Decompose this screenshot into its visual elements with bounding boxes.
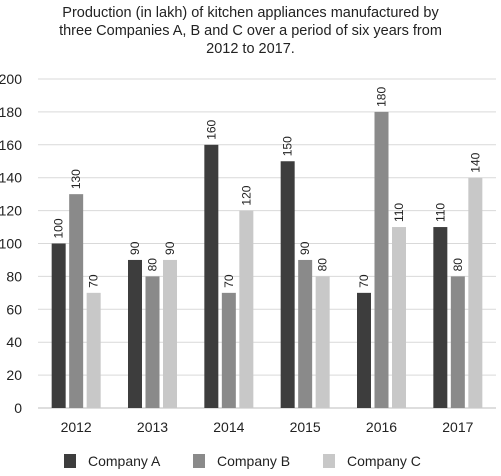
- y-tick-label-200: 200: [0, 71, 22, 87]
- bar-company-b-2017: [450, 276, 465, 408]
- data-label-company-b-2012: 130: [69, 169, 83, 189]
- legend-label-company-a: Company A: [88, 453, 161, 469]
- chart-title: Production (in lakh) of kitchen applianc…: [0, 4, 501, 58]
- data-label-company-a-2015: 150: [281, 136, 295, 156]
- data-label-company-c-2017: 140: [468, 152, 482, 172]
- legend-swatch-company-c: [323, 454, 335, 468]
- y-tick-label-100: 100: [0, 236, 22, 252]
- data-label-company-c-2015: 80: [316, 258, 330, 272]
- legend-label-company-b: Company B: [217, 453, 291, 469]
- bar-company-c-2015: [315, 276, 330, 408]
- data-label-company-b-2016: 180: [375, 87, 389, 107]
- y-tick-label-160: 160: [0, 137, 22, 153]
- bar-company-c-2012: [86, 292, 101, 408]
- x-tick-label-2014: 2014: [213, 419, 244, 435]
- legend-item-company-a: Company A: [64, 453, 160, 469]
- data-label-company-a-2013: 90: [128, 241, 142, 255]
- y-tick-label-40: 40: [6, 334, 22, 350]
- y-tick-label-80: 80: [6, 268, 22, 284]
- data-label-company-b-2017: 80: [451, 258, 465, 272]
- legend-swatch-company-b: [193, 454, 205, 468]
- bar-company-a-2012: [51, 243, 66, 408]
- bar-company-b-2015: [298, 259, 313, 408]
- x-tick-label-2017: 2017: [442, 419, 473, 435]
- bar-company-c-2016: [392, 227, 406, 408]
- bar-company-c-2013: [163, 259, 177, 408]
- x-tick-label-2016: 2016: [366, 419, 397, 435]
- data-label-company-a-2017: 110: [433, 203, 447, 222]
- bar-company-b-2014: [221, 292, 236, 408]
- data-label-company-c-2013: 90: [163, 241, 177, 255]
- bar-company-c-2017: [468, 177, 483, 408]
- x-tick-label-2013: 2013: [137, 419, 168, 435]
- bar-company-a-2013: [128, 259, 142, 408]
- data-label-company-c-2016: 110: [392, 203, 406, 222]
- x-tick-label-2015: 2015: [290, 419, 321, 435]
- chart-title-line-1: Production (in lakh) of kitchen applianc…: [62, 5, 439, 21]
- y-tick-label-180: 180: [0, 104, 22, 120]
- y-tick-label-120: 120: [0, 203, 22, 219]
- bar-company-b-2013: [145, 276, 160, 408]
- data-label-company-a-2012: 100: [52, 218, 66, 238]
- bar-company-b-2012: [69, 194, 84, 408]
- legend-item-company-b: Company B: [193, 453, 290, 469]
- bar-company-b-2016: [374, 111, 389, 409]
- data-label-company-c-2012: 70: [87, 274, 101, 288]
- bar-company-c-2014: [239, 210, 254, 408]
- chart-title-line-2: three Companies A, B and C over a period…: [59, 23, 442, 39]
- legend: Company A Company B Company C: [0, 453, 501, 473]
- x-tick-label-2012: 2012: [61, 419, 92, 435]
- bar-company-a-2017: [433, 227, 448, 408]
- y-tick-label-0: 0: [14, 400, 22, 416]
- y-tick-label-140: 140: [0, 170, 22, 186]
- legend-swatch-company-a: [64, 454, 76, 468]
- chart-title-line-3: 2012 to 2017.: [206, 41, 295, 57]
- legend-item-company-c: Company C: [323, 453, 421, 469]
- bar-company-a-2016: [357, 292, 371, 408]
- y-tick-label-20: 20: [6, 367, 22, 383]
- data-label-company-b-2014: 70: [222, 274, 236, 288]
- bar-company-a-2014: [204, 144, 219, 409]
- data-label-company-b-2015: 90: [298, 241, 312, 255]
- legend-label-company-c: Company C: [347, 453, 421, 469]
- y-tick-label-60: 60: [6, 301, 22, 317]
- bar-company-a-2015: [280, 161, 295, 408]
- data-label-company-b-2013: 80: [146, 258, 160, 272]
- data-label-company-a-2014: 160: [204, 119, 218, 139]
- data-label-company-c-2014: 120: [239, 185, 253, 205]
- data-label-company-a-2016: 70: [357, 274, 371, 288]
